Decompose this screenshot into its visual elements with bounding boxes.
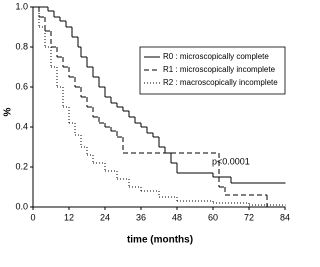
y-tick-label: 0.8 xyxy=(15,41,28,51)
legend-label: R2 : macroscopically incomplete xyxy=(163,78,278,87)
legend-label: R0 : microscopically complete xyxy=(163,52,269,61)
y-tick-label: 1.0 xyxy=(15,1,28,11)
x-tick-label: 12 xyxy=(64,212,74,222)
x-tick-label: 60 xyxy=(208,212,218,222)
y-tick-label: 0.0 xyxy=(15,201,28,211)
x-tick-label: 84 xyxy=(280,212,290,222)
x-tick-label: 72 xyxy=(244,212,254,222)
y-axis-label: % xyxy=(3,107,14,116)
y-tick-label: 0.6 xyxy=(15,81,28,91)
y-tick-label: 0.2 xyxy=(15,161,28,171)
y-tick-label: 0.4 xyxy=(15,121,28,131)
chart: time (months) % p<0.0001 0.0 0.2 0.4 0.6 0.8… xyxy=(3,1,290,246)
x-tick-label: 24 xyxy=(100,212,110,222)
legend-box xyxy=(139,46,286,95)
x-tick-label: 0 xyxy=(30,212,35,222)
x-axis-label: time (months) xyxy=(127,235,193,246)
x-tick-label: 36 xyxy=(136,212,146,222)
legend-label: R1 : microscopically incomplete xyxy=(163,65,276,74)
annotation: p<0.0001 xyxy=(212,156,250,166)
x-tick-label: 48 xyxy=(172,212,182,222)
